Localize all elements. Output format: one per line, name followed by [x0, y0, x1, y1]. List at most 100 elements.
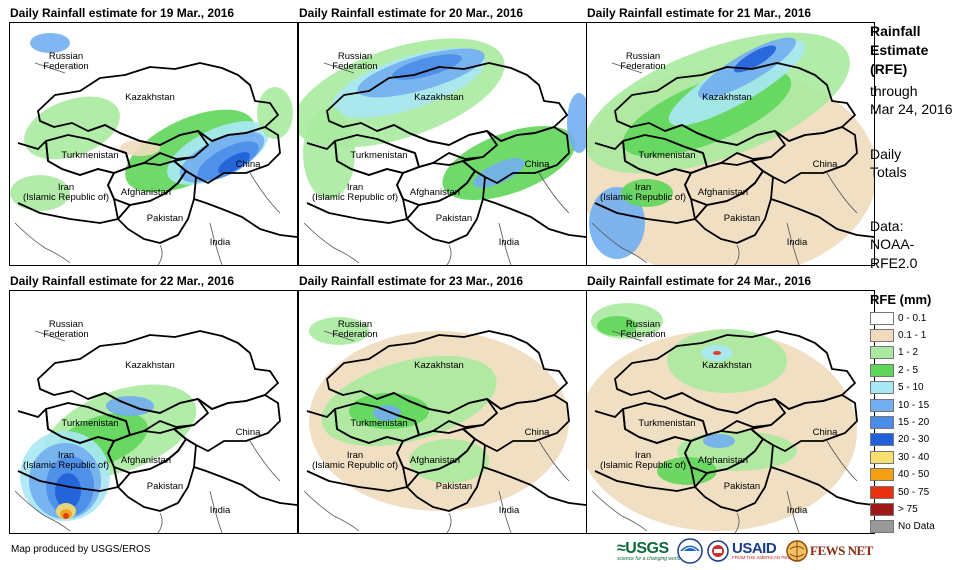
river-line	[34, 330, 66, 342]
rainfall-map	[303, 317, 586, 533]
country-border	[117, 170, 197, 244]
legend-item: 0.1 - 1	[870, 327, 926, 343]
country-label-pakistan: Pakistan	[723, 481, 761, 492]
country-label-india: India	[786, 505, 808, 516]
country-label-afghanistan: Afghanistan	[409, 187, 461, 198]
rainfall-map	[10, 33, 297, 265]
rainfall-area	[257, 87, 293, 139]
rainfall-map	[587, 32, 874, 265]
rainfall-map	[14, 330, 297, 533]
country-border	[482, 466, 586, 506]
country-label-russia: Russian Federation	[620, 319, 666, 340]
usgs-logo: ≈USGS science for a changing world	[617, 538, 680, 564]
country-label-iran: Iran (Islamic Republic of)	[599, 182, 687, 203]
fewsnet-logo-text: FEWS NET	[810, 543, 873, 558]
usaid-tagline: FROM THE AMERICAN PEOPLE	[732, 555, 800, 561]
country-label-kazakhstan: Kazakhstan	[414, 360, 464, 371]
country-label-iran: Iran (Islamic Republic of)	[311, 450, 399, 471]
country-label-kazakhstan: Kazakhstan	[702, 360, 752, 371]
legend-swatch	[870, 415, 894, 429]
river-line	[14, 222, 71, 264]
river-line	[538, 172, 570, 214]
country-border	[770, 198, 874, 238]
legend-swatch	[870, 468, 894, 482]
river-line	[249, 172, 281, 214]
side-title-line2: Estimate	[870, 42, 929, 58]
river-line	[611, 330, 643, 342]
legend-label: 30 - 40	[898, 451, 930, 463]
country-border	[750, 126, 858, 184]
country-label-kazakhstan: Kazakhstan	[414, 92, 464, 103]
country-border	[770, 466, 874, 506]
country-label-china: China	[524, 159, 550, 170]
country-label-pakistan: Pakistan	[146, 481, 184, 492]
country-label-india: India	[498, 505, 520, 516]
usgs-tagline: science for a changing world	[617, 555, 681, 562]
country-label-china: China	[812, 427, 838, 438]
country-border	[462, 394, 570, 452]
map-frame: Russian Federation Kazakhstan Turkmenistan…	[586, 22, 875, 266]
usaid-seal-icon	[707, 540, 729, 562]
map-frame: Russian Federation Kazakhstan Turkmenistan…	[9, 22, 298, 266]
country-border	[750, 394, 858, 452]
panel-title: Daily Rainfall estimate for 23 Mar., 201…	[299, 274, 524, 288]
rainfall-area	[106, 396, 154, 416]
country-label-afghanistan: Afghanistan	[409, 455, 461, 466]
legend-label: 40 - 50	[898, 469, 930, 481]
fewsnet-globe-icon	[786, 540, 808, 562]
river-line	[734, 244, 740, 265]
country-border	[173, 394, 281, 452]
country-border	[17, 140, 119, 224]
legend-swatch	[870, 328, 894, 342]
country-label-afghanistan: Afghanistan	[697, 187, 749, 198]
river-line	[786, 222, 800, 265]
river-line	[303, 490, 360, 532]
panel-title: Daily Rainfall estimate for 19 Mar., 201…	[10, 6, 235, 20]
country-label-india: India	[209, 505, 231, 516]
legend-item: 20 - 30	[870, 432, 929, 448]
river-line	[323, 330, 355, 342]
country-border	[17, 408, 119, 492]
river-line	[734, 512, 740, 533]
usgs-logo-text: ≈USGS	[617, 539, 669, 557]
river-line	[498, 222, 512, 265]
country-label-china: China	[235, 427, 261, 438]
river-line	[209, 222, 223, 265]
rainfall-area	[303, 107, 355, 199]
side-title-line3: (RFE)	[870, 61, 908, 77]
country-border	[117, 438, 197, 512]
legend-swatch	[870, 485, 894, 499]
fewsnet-logo: FEWS NET	[786, 538, 873, 564]
country-label-iran: Iran (Islamic Republic of)	[22, 450, 110, 471]
country-label-india: India	[209, 237, 231, 248]
map-frame: Russian Federation Kazakhstan Turkmenistan…	[298, 22, 587, 266]
river-line	[498, 490, 512, 533]
country-label-china: China	[235, 159, 261, 170]
country-border	[306, 408, 408, 492]
legend-label: 15 - 20	[898, 416, 930, 428]
rainfall-area	[589, 187, 645, 259]
country-border	[694, 438, 774, 512]
noaa-emblem-icon	[677, 538, 703, 564]
rainfall-area	[55, 473, 81, 509]
panel-title: Daily Rainfall estimate for 24 Mar., 201…	[587, 274, 812, 288]
country-label-russia: Russian Federation	[620, 51, 666, 72]
rainfall-area	[409, 439, 489, 483]
rainfall-area	[309, 317, 369, 345]
rainfall-map-panel: Daily Rainfall estimate for 23 Mar., 201…	[298, 274, 587, 536]
river-line	[157, 244, 163, 265]
country-border	[193, 198, 297, 238]
legend-item: 30 - 40	[870, 449, 929, 465]
side-through: through	[870, 83, 918, 99]
country-label-turkmenistan: Turkmenistan	[638, 150, 696, 161]
rainfall-map	[587, 303, 874, 533]
river-line	[826, 172, 858, 214]
rainfall-area	[473, 158, 525, 188]
rainfall-area	[63, 513, 69, 519]
legend-swatch	[870, 520, 894, 534]
legend-label: 1 - 2	[898, 347, 919, 359]
country-border	[306, 140, 408, 224]
country-label-pakistan: Pakistan	[435, 481, 473, 492]
country-label-china: China	[524, 427, 550, 438]
country-label-iran: Iran (Islamic Republic of)	[22, 182, 110, 203]
